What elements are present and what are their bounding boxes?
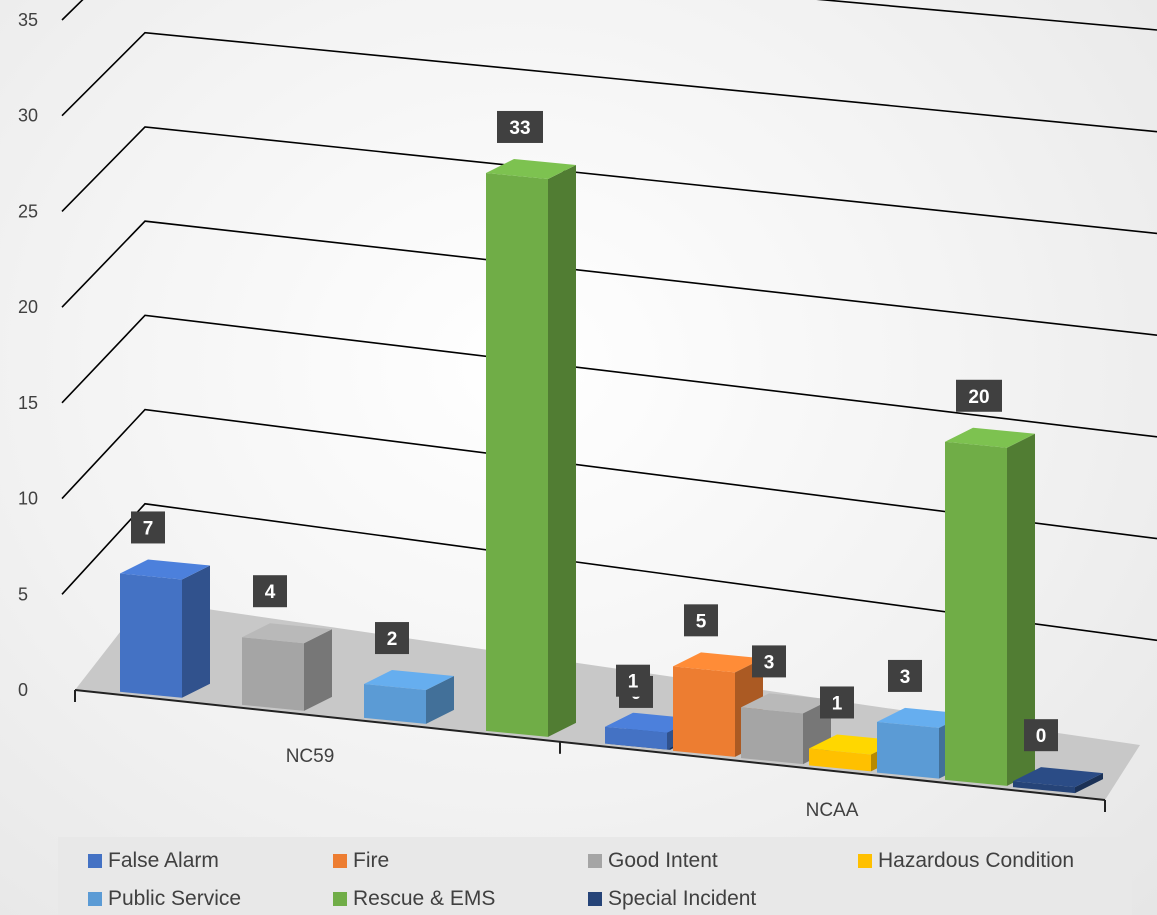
legend-swatch bbox=[88, 892, 102, 906]
y-tick-label: 30 bbox=[18, 106, 38, 126]
y-tick-label: 0 bbox=[18, 680, 28, 700]
gridline bbox=[61, 0, 1157, 31]
legend-swatch bbox=[858, 854, 872, 868]
data-label-box bbox=[1024, 719, 1058, 752]
data-label-box bbox=[888, 659, 922, 692]
data-label: 0 bbox=[1036, 726, 1047, 747]
data-label: 33 bbox=[509, 118, 530, 139]
bar: 2 bbox=[364, 622, 454, 724]
data-label-box bbox=[616, 664, 650, 697]
data-label-box bbox=[752, 645, 786, 678]
legend-item[interactable]: Rescue & EMS bbox=[333, 887, 495, 911]
legend: False Alarm Fire Good Intent Hazardous Cond… bbox=[58, 837, 1132, 915]
legend-swatch bbox=[588, 892, 602, 906]
data-label: 4 bbox=[265, 582, 276, 603]
y-tick-label: 10 bbox=[18, 489, 38, 509]
legend-item[interactable]: Special Incident bbox=[588, 887, 756, 911]
legend-label: Special Incident bbox=[608, 887, 757, 910]
y-tick-label: 35 bbox=[18, 10, 38, 30]
legend-item[interactable]: Fire bbox=[333, 849, 389, 873]
bars: 74233015313200 bbox=[120, 110, 1103, 794]
category-label: NC59 bbox=[286, 746, 335, 767]
data-label: 1 bbox=[832, 693, 843, 714]
y-tick-label: 20 bbox=[18, 297, 38, 317]
legend-item[interactable]: Good Intent bbox=[588, 849, 718, 873]
data-label-box bbox=[956, 379, 1002, 412]
legend-label: Hazardous Condition bbox=[878, 849, 1075, 872]
legend-swatch bbox=[88, 854, 102, 868]
data-label-box bbox=[253, 575, 287, 608]
legend-item[interactable]: Hazardous Condition bbox=[858, 849, 1074, 873]
y-tick-label: 5 bbox=[18, 584, 28, 604]
data-label-box bbox=[497, 110, 543, 143]
bar: 33 bbox=[486, 110, 576, 737]
data-label: 7 bbox=[143, 518, 154, 539]
y-tick-label: 25 bbox=[18, 201, 38, 221]
category-label: NCAA bbox=[806, 800, 859, 821]
data-label: 3 bbox=[900, 667, 911, 688]
legend-label: Good Intent bbox=[608, 849, 718, 872]
bar: 7 bbox=[120, 511, 210, 698]
y-tick-label: 15 bbox=[18, 393, 38, 413]
legend-label: False Alarm bbox=[108, 849, 219, 872]
data-label: 3 bbox=[764, 652, 775, 673]
data-label: 1 bbox=[628, 672, 639, 693]
legend-label: Public Service bbox=[108, 887, 242, 910]
data-label-box bbox=[684, 604, 718, 637]
bar: 20 bbox=[945, 379, 1035, 786]
legend-swatch bbox=[333, 892, 347, 906]
legend-swatch bbox=[588, 854, 602, 868]
gridline bbox=[61, 314, 1157, 438]
data-label: 2 bbox=[387, 629, 398, 650]
data-label-box bbox=[375, 622, 409, 655]
legend-label: Fire bbox=[353, 849, 390, 872]
gridlines bbox=[61, 0, 1157, 642]
x-axis-line bbox=[74, 689, 1106, 801]
gridline bbox=[61, 408, 1157, 540]
data-label: 20 bbox=[968, 387, 989, 408]
bar: 4 bbox=[242, 575, 332, 711]
legend-swatch bbox=[333, 854, 347, 868]
bar: 1 bbox=[605, 664, 695, 750]
data-label-box bbox=[131, 511, 165, 544]
gridline bbox=[61, 220, 1157, 336]
legend-item[interactable]: Public Service bbox=[88, 887, 241, 911]
data-label-box bbox=[820, 686, 854, 719]
gridline bbox=[61, 502, 1157, 642]
data-label: 5 bbox=[696, 611, 707, 632]
gridline bbox=[61, 126, 1157, 235]
y-axis-ticks: 0 5 10 15 20 25 30 35 bbox=[18, 10, 38, 700]
legend-item[interactable]: False Alarm bbox=[88, 849, 219, 873]
bar: 0 bbox=[1013, 719, 1103, 794]
gridline bbox=[61, 31, 1157, 133]
legend-label: Rescue & EMS bbox=[353, 887, 496, 910]
x-axis-categories: NC59 NCAA bbox=[286, 746, 859, 821]
